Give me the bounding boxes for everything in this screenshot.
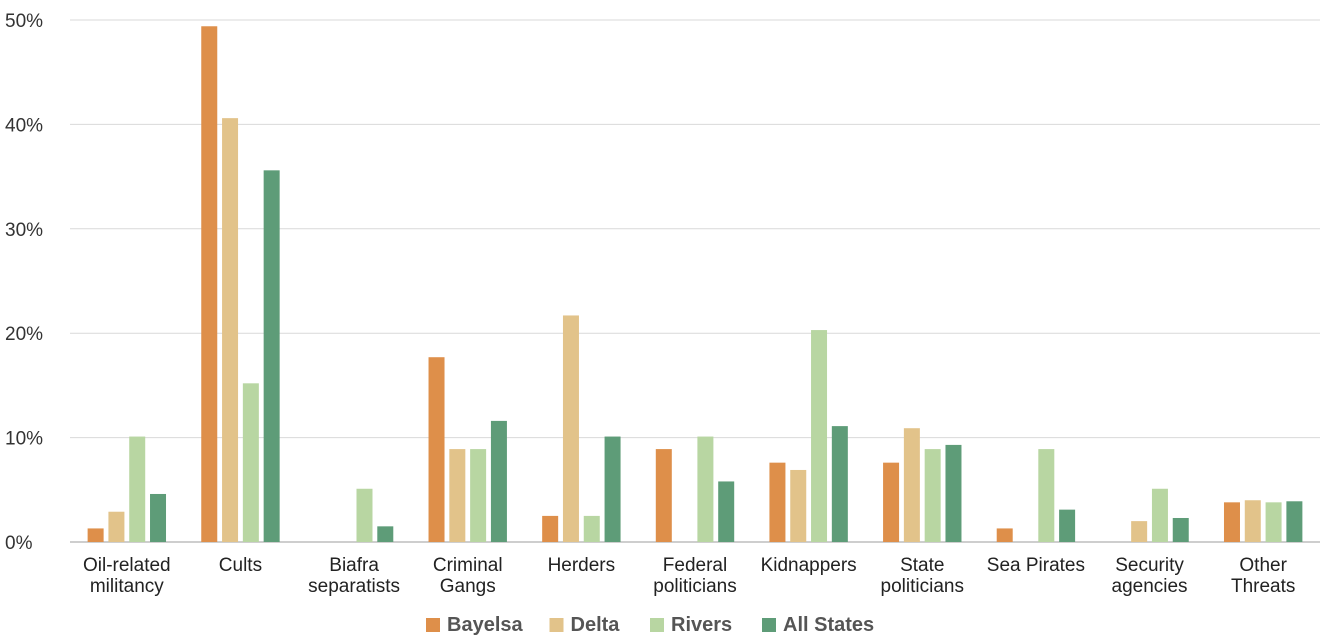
x-category-label: Threats <box>1231 576 1295 597</box>
x-category-label: Biafra <box>329 555 379 576</box>
y-tick-label: 0% <box>5 533 33 554</box>
x-category-label: Gangs <box>440 576 496 597</box>
legend-swatch <box>549 618 564 632</box>
legend: Bayelsa Delta Rivers All States <box>426 614 874 636</box>
legend-label: All States <box>783 614 874 636</box>
bar-rivers <box>583 515 600 542</box>
y-tick-label: 30% <box>5 220 43 241</box>
bar-all-states <box>945 444 962 542</box>
bar-delta <box>1131 521 1148 542</box>
bar-delta <box>222 118 239 543</box>
bar-all-states <box>1172 517 1189 542</box>
legend-swatch <box>426 618 440 632</box>
y-tick-label: 20% <box>5 324 43 345</box>
bar-delta <box>903 428 920 542</box>
y-axis-ticks: 0% 10% 20% 30% 40% 50% <box>5 11 43 554</box>
bar-all-states <box>718 481 735 542</box>
bar-bayelsa <box>769 462 786 542</box>
bar-bayelsa <box>542 515 559 542</box>
bar-delta <box>790 469 807 542</box>
x-category-label: Cults <box>219 555 262 576</box>
x-category-label: separatists <box>308 576 400 597</box>
y-tick-label: 10% <box>5 429 43 450</box>
bar-bayelsa <box>201 26 218 543</box>
legend-label: Bayelsa <box>447 614 523 636</box>
bar-rivers <box>1265 502 1282 542</box>
bar-rivers <box>1151 488 1168 542</box>
bar-all-states <box>150 493 167 542</box>
bar-all-states <box>377 526 394 542</box>
bar-delta <box>108 511 125 542</box>
bar-bayelsa <box>87 528 104 542</box>
bar-all-states <box>263 170 280 542</box>
x-category-label: agencies <box>1112 576 1188 597</box>
bar-all-states <box>1286 501 1303 542</box>
x-category-label: State <box>900 555 944 576</box>
bar-all-states <box>1059 509 1076 542</box>
x-category-label: Criminal <box>433 555 503 576</box>
bar-rivers <box>1038 449 1055 542</box>
bar-rivers <box>697 436 714 542</box>
bar-bayelsa <box>655 449 672 542</box>
bar-bayelsa <box>996 528 1013 542</box>
bar-rivers <box>129 436 146 542</box>
x-category-label: Federal <box>663 555 727 576</box>
x-category-label: Oil-related <box>83 555 171 576</box>
bar-rivers <box>811 330 828 542</box>
bar-bayelsa <box>883 462 900 542</box>
x-category-label: Herders <box>548 555 616 576</box>
bar-all-states <box>831 426 848 542</box>
x-category-label: politicians <box>881 576 964 597</box>
bar-delta <box>562 315 579 542</box>
bar-bayelsa <box>1223 502 1240 542</box>
x-category-label: Sea Pirates <box>987 555 1085 576</box>
bar-all-states <box>490 420 507 542</box>
bar-rivers <box>470 449 487 542</box>
x-category-label: politicians <box>653 576 736 597</box>
y-tick-label: 50% <box>5 11 43 32</box>
legend-swatch <box>762 618 776 632</box>
x-category-label: Security <box>1115 555 1184 576</box>
bar-bayelsa <box>428 357 445 542</box>
bar-all-states <box>604 436 621 542</box>
bar-rivers <box>356 488 373 542</box>
bar-delta <box>449 449 466 542</box>
bar-rivers <box>242 383 259 542</box>
bar-delta <box>1244 500 1261 542</box>
legend-swatch <box>650 618 664 632</box>
x-category-label: militancy <box>90 576 164 597</box>
legend-label: Delta <box>571 614 621 636</box>
bar-rivers <box>924 449 941 542</box>
bars <box>87 26 1303 543</box>
x-category-label: Kidnappers <box>761 555 857 576</box>
legend-label: Rivers <box>671 614 732 636</box>
y-tick-label: 40% <box>5 115 43 136</box>
x-category-label: Other <box>1239 555 1287 576</box>
